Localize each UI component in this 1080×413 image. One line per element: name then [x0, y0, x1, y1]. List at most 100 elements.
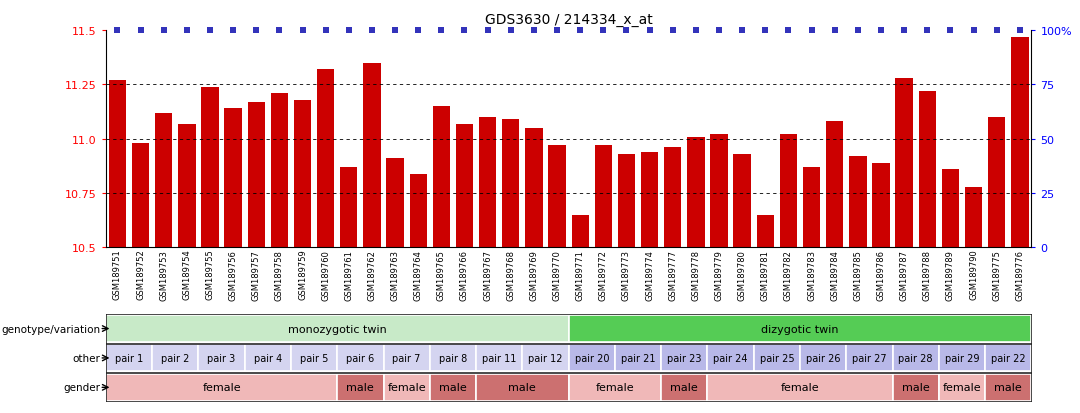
Text: gender: gender	[64, 382, 100, 392]
Text: female: female	[781, 382, 820, 392]
Text: GSM189783: GSM189783	[807, 249, 816, 300]
Text: female: female	[595, 382, 634, 392]
Bar	[985, 344, 1031, 372]
Text: pair 1: pair 1	[114, 353, 144, 363]
Bar	[523, 344, 569, 372]
Bar	[919, 92, 936, 248]
Bar	[430, 344, 476, 372]
Bar	[571, 215, 589, 248]
Bar	[568, 344, 615, 372]
Text: GSM189778: GSM189778	[691, 249, 701, 300]
Bar	[156, 114, 173, 248]
Bar	[106, 315, 568, 342]
Bar	[595, 146, 612, 248]
Text: GSM189760: GSM189760	[321, 249, 330, 300]
Bar	[892, 344, 939, 372]
Text: pair 23: pair 23	[667, 353, 702, 363]
Text: male: male	[671, 382, 698, 392]
Bar	[178, 124, 195, 248]
Text: GSM189773: GSM189773	[622, 249, 631, 300]
Bar	[942, 170, 959, 248]
Text: pair 11: pair 11	[482, 353, 516, 363]
Text: GSM189762: GSM189762	[367, 249, 377, 300]
Bar	[826, 122, 843, 248]
Text: pair 20: pair 20	[575, 353, 609, 363]
Text: GSM189756: GSM189756	[229, 249, 238, 300]
Bar	[291, 344, 337, 372]
Bar	[456, 124, 473, 248]
Bar	[337, 344, 383, 372]
Bar	[615, 344, 661, 372]
Text: female: female	[943, 382, 982, 392]
Text: female: female	[202, 382, 241, 392]
Bar	[318, 70, 335, 248]
Bar	[800, 344, 847, 372]
Text: male: male	[347, 382, 375, 392]
Text: pair 24: pair 24	[714, 353, 747, 363]
Text: GSM189766: GSM189766	[460, 249, 469, 300]
Bar	[640, 152, 659, 248]
Bar	[892, 374, 939, 401]
Text: monozygotic twin: monozygotic twin	[288, 324, 387, 334]
Bar	[985, 374, 1031, 401]
Bar	[661, 344, 707, 372]
Text: GSM189752: GSM189752	[136, 249, 145, 300]
Bar	[939, 344, 985, 372]
Text: pair 22: pair 22	[991, 353, 1026, 363]
Bar	[1011, 38, 1028, 248]
Text: pair 27: pair 27	[852, 353, 887, 363]
Bar	[409, 174, 427, 248]
Text: GSM189782: GSM189782	[784, 249, 793, 300]
Bar	[383, 374, 430, 401]
Bar	[106, 374, 337, 401]
Text: GSM189780: GSM189780	[738, 249, 746, 300]
Bar	[132, 144, 149, 248]
Text: pair 8: pair 8	[438, 353, 467, 363]
Bar	[201, 88, 218, 248]
Bar	[757, 215, 774, 248]
Bar	[199, 344, 245, 372]
Bar	[895, 79, 913, 248]
Text: GSM189767: GSM189767	[483, 249, 492, 300]
Text: GSM189776: GSM189776	[1015, 249, 1024, 300]
Text: pair 21: pair 21	[621, 353, 656, 363]
Text: dizygotic twin: dizygotic twin	[761, 324, 839, 334]
Bar	[939, 374, 985, 401]
Text: GSM189771: GSM189771	[576, 249, 584, 300]
Text: GSM189769: GSM189769	[529, 249, 539, 300]
Text: GSM189755: GSM189755	[205, 249, 215, 300]
Text: GSM189790: GSM189790	[969, 249, 978, 300]
Bar	[430, 374, 476, 401]
Bar	[294, 100, 311, 248]
Bar	[225, 109, 242, 248]
Bar	[109, 81, 126, 248]
Text: male: male	[902, 382, 930, 392]
Text: pair 29: pair 29	[945, 353, 980, 363]
Text: GSM189786: GSM189786	[877, 249, 886, 300]
Text: GSM189774: GSM189774	[645, 249, 654, 300]
Text: GSM189751: GSM189751	[113, 249, 122, 300]
Text: GSM189781: GSM189781	[760, 249, 770, 300]
Text: genotype/variation: genotype/variation	[1, 324, 100, 334]
Text: pair 5: pair 5	[300, 353, 328, 363]
Bar	[476, 374, 568, 401]
Text: GSM189777: GSM189777	[669, 249, 677, 300]
Bar	[780, 135, 797, 248]
Bar	[707, 374, 892, 401]
Bar	[847, 344, 892, 372]
Text: other: other	[72, 353, 100, 363]
Bar	[711, 135, 728, 248]
Bar	[618, 154, 635, 248]
Bar	[873, 163, 890, 248]
Text: GSM189765: GSM189765	[436, 249, 446, 300]
Text: GSM189779: GSM189779	[715, 249, 724, 300]
Text: GSM189770: GSM189770	[553, 249, 562, 300]
Text: GSM189787: GSM189787	[900, 249, 908, 300]
Text: GSM189761: GSM189761	[345, 249, 353, 300]
Bar	[733, 154, 751, 248]
Text: pair 12: pair 12	[528, 353, 563, 363]
Bar	[849, 157, 866, 248]
Title: GDS3630 / 214334_x_at: GDS3630 / 214334_x_at	[485, 13, 652, 27]
Text: GSM189788: GSM189788	[922, 249, 932, 300]
Text: pair 3: pair 3	[207, 353, 235, 363]
